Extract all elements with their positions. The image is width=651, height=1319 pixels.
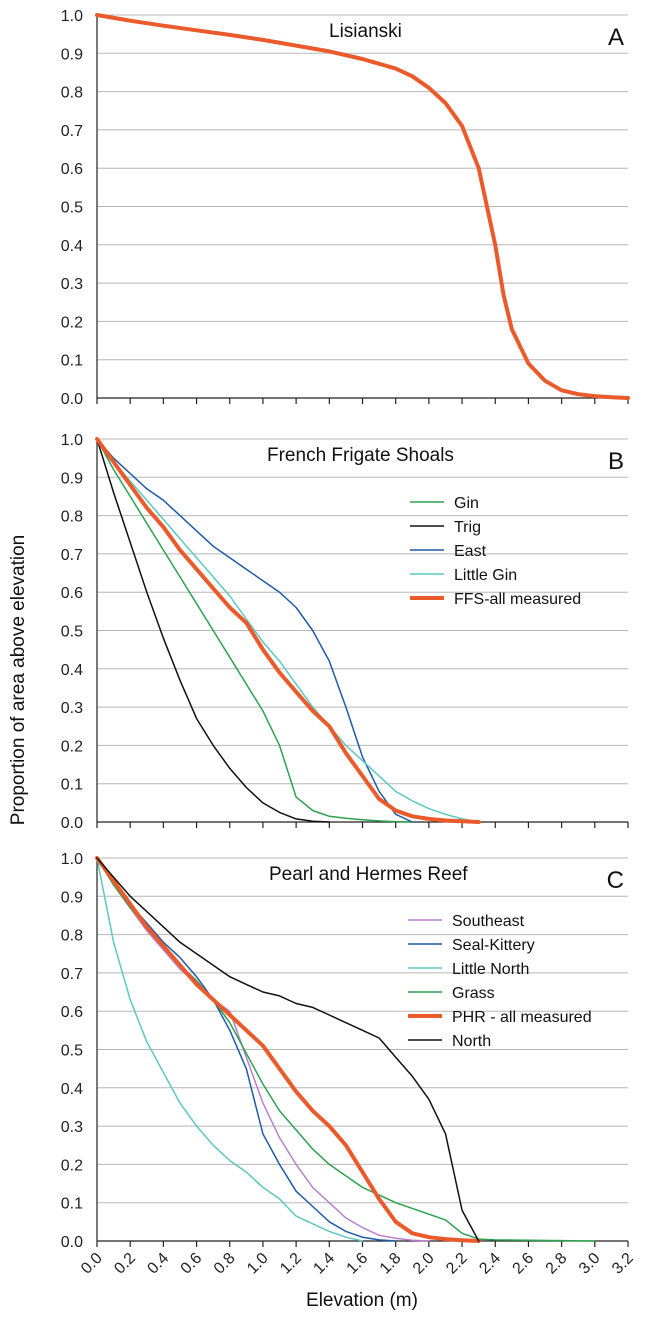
legend-entry: Little North bbox=[452, 961, 529, 978]
legend-entry: FFS-all measured bbox=[454, 591, 581, 608]
panel-letter: B bbox=[608, 448, 624, 475]
y-tick-label: 1.0 bbox=[61, 851, 83, 868]
legend: Southeast Seal-Kittery Little North Grass PH… bbox=[408, 913, 592, 1050]
y-tick-label: 0.6 bbox=[61, 161, 83, 178]
y-tick-label: 0.6 bbox=[61, 1004, 83, 1021]
panel-c: 0.00.10.20.30.40.50.60.70.80.91.00.0 0.2 0… bbox=[61, 851, 637, 1278]
x-tick-label: 1.2 bbox=[277, 1250, 305, 1278]
x-tick-label: 2.2 bbox=[443, 1250, 471, 1278]
legend-entry: Trig bbox=[454, 519, 481, 536]
x-tick-label: 0.4 bbox=[144, 1250, 172, 1278]
x-tick-label: 1.8 bbox=[377, 1250, 405, 1278]
y-tick-label: 0.8 bbox=[61, 928, 83, 945]
x-tick-label: 0.2 bbox=[111, 1250, 139, 1278]
panel-b: 0.0 0.1 0.2 0.3 0.4 0.5 0.6 0.7 0.8 0.9 1.0 French … bbox=[61, 432, 629, 832]
x-tick-label: 1.4 bbox=[310, 1250, 338, 1278]
y-tick-label: 0.7 bbox=[61, 123, 83, 140]
y-tick-label: 0.3 bbox=[61, 1119, 83, 1136]
x-tick-label: 2.4 bbox=[476, 1250, 504, 1278]
y-tick-label: 0.8 bbox=[61, 509, 83, 526]
x-axis-title: Elevation (m) bbox=[306, 1290, 418, 1311]
x-tick-label: 3.0 bbox=[576, 1250, 604, 1278]
legend-entry: PHR - all measured bbox=[452, 1009, 592, 1026]
legend-entry: East bbox=[454, 543, 487, 560]
y-tick-label: 0.2 bbox=[61, 738, 83, 755]
series-line-ffs-all-measured bbox=[95, 437, 481, 824]
y-tick-label: 0.3 bbox=[61, 700, 83, 717]
y-tick-label: 0.6 bbox=[61, 585, 83, 602]
series-line-trig bbox=[96, 438, 331, 823]
y-tick-label: 0.1 bbox=[61, 353, 83, 370]
y-tick-label: 0.1 bbox=[61, 777, 83, 794]
y-tick-label: 0.3 bbox=[61, 276, 83, 293]
legend-entry: Little Gin bbox=[454, 567, 517, 584]
x-tick-label: 0.0 bbox=[78, 1250, 106, 1278]
series-line-seal-kittery bbox=[96, 857, 397, 1242]
legend-entry: Seal-Kittery bbox=[452, 937, 535, 954]
series-line-phr-all-measured bbox=[95, 856, 481, 1243]
legend-entry: Southeast bbox=[452, 913, 525, 930]
y-tick-label: 0.0 bbox=[61, 1234, 83, 1251]
x-tick-label: 0.8 bbox=[211, 1250, 239, 1278]
series-line-main bbox=[95, 13, 630, 400]
y-tick-label: 0.7 bbox=[61, 547, 83, 564]
y-tick-label: 0.0 bbox=[61, 815, 83, 832]
y-tick-label: 0.5 bbox=[61, 1043, 83, 1060]
panel-title: Lisianski bbox=[329, 21, 402, 42]
x-tick-label: 1.6 bbox=[344, 1250, 372, 1278]
x-tick-label: 1.0 bbox=[244, 1250, 272, 1278]
series-line-little-north bbox=[96, 857, 364, 1242]
y-tick-label: 0.4 bbox=[61, 662, 83, 679]
series-line-gin bbox=[96, 438, 414, 823]
y-tick-label: 0.7 bbox=[61, 966, 83, 983]
panel-letter: C bbox=[607, 867, 624, 894]
y-tick-label: 0.9 bbox=[61, 46, 83, 63]
series-line-southeast bbox=[96, 857, 430, 1242]
x-tick-label: 2.8 bbox=[543, 1250, 571, 1278]
panel-letter: A bbox=[608, 24, 624, 51]
y-tick-label: 0.9 bbox=[61, 889, 83, 906]
y-tick-label: 0.5 bbox=[61, 624, 83, 641]
y-tick-label: 0.9 bbox=[61, 470, 83, 487]
y-tick-label: 0.0 bbox=[61, 391, 83, 408]
x-tick-label: 0.6 bbox=[178, 1250, 206, 1278]
y-tick-label: 0.5 bbox=[61, 200, 83, 217]
y-axis-title: Proportion of area above elevation bbox=[8, 535, 29, 825]
series-line-east bbox=[96, 438, 414, 823]
x-tick-label: 3.2 bbox=[609, 1250, 637, 1278]
x-tick-label: 2.6 bbox=[510, 1250, 538, 1278]
legend: Gin Trig East Little Gin FFS-all measured bbox=[410, 495, 581, 608]
y-tick-label: 0.1 bbox=[61, 1196, 83, 1213]
legend-entry: North bbox=[452, 1033, 491, 1050]
y-tick-label: 0.2 bbox=[61, 1157, 83, 1174]
y-tick-label: 0.4 bbox=[61, 1081, 83, 1098]
series-line-little-gin bbox=[96, 438, 480, 823]
y-tick-label: 1.0 bbox=[61, 8, 83, 25]
panel-title: French Frigate Shoals bbox=[267, 445, 454, 466]
series-line-north bbox=[96, 857, 480, 1242]
legend-entry: Gin bbox=[454, 495, 479, 512]
y-tick-label: 1.0 bbox=[61, 432, 83, 449]
legend-entry: Grass bbox=[452, 985, 495, 1002]
y-tick-label: 0.2 bbox=[61, 314, 83, 331]
panel-title: Pearl and Hermes Reef bbox=[269, 864, 468, 885]
y-tick-label: 0.8 bbox=[61, 85, 83, 102]
x-tick-label: 2.0 bbox=[410, 1250, 438, 1278]
panel-a: 0.0 0.1 0.2 0.3 0.4 0.5 0.6 0.7 0.8 0.9 1.0 Lisians… bbox=[61, 8, 630, 408]
y-tick-label: 0.4 bbox=[61, 238, 83, 255]
